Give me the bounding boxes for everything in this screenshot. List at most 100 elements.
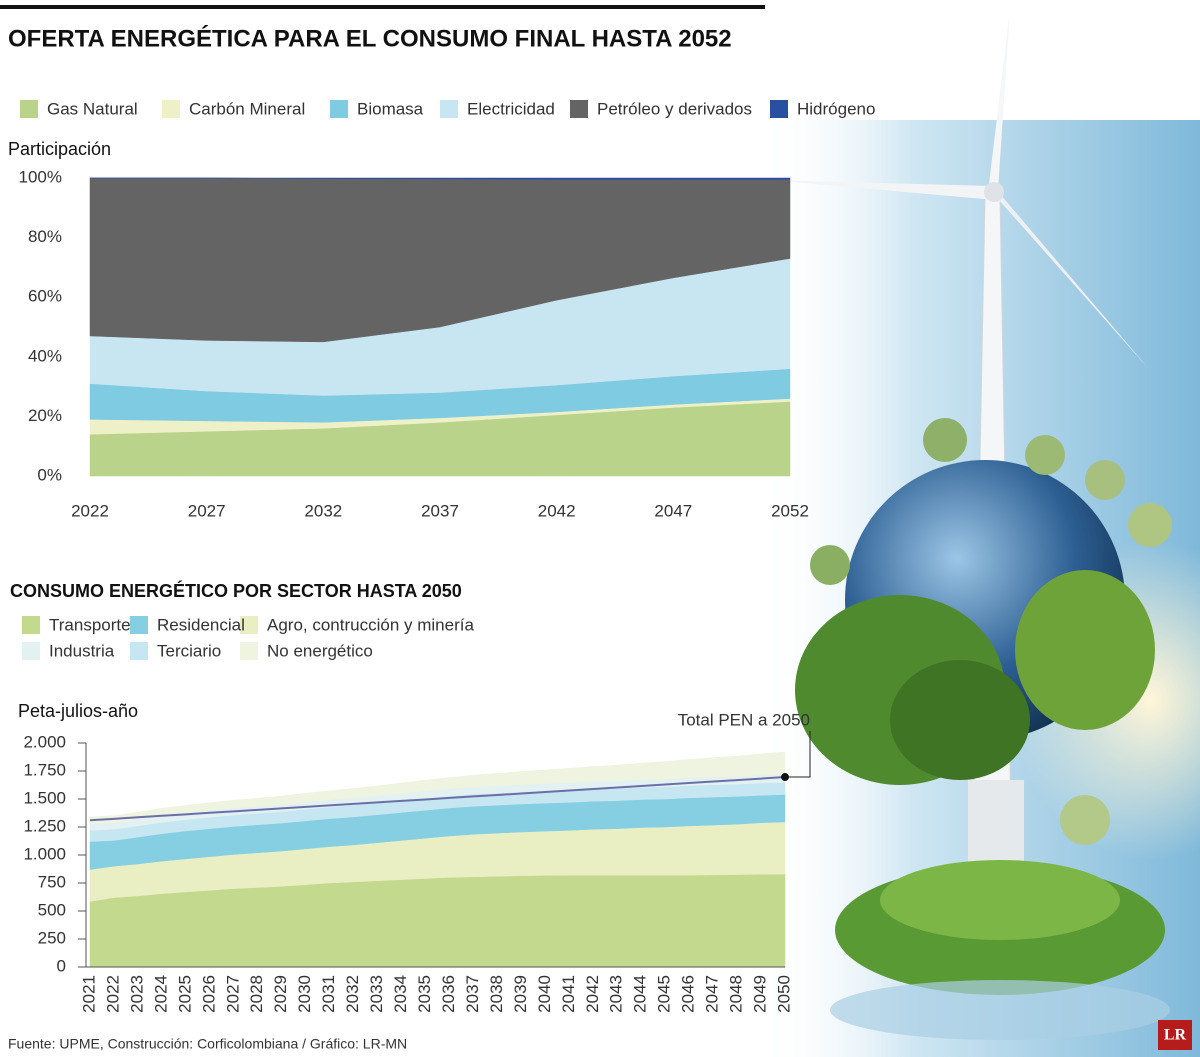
x-tick-label: 2035 [415,975,434,1013]
chart-title: CONSUMO ENERGÉTICO POR SECTOR HASTA 2050 [10,580,462,601]
x-tick-label: 2022 [103,975,122,1013]
x-tick-label: 2050 [774,975,793,1013]
legend-label: Transporte [49,615,131,634]
legend-swatch [22,616,40,634]
y-tick-label: 750 [38,872,66,891]
y-tick-label: 1.500 [23,788,66,807]
tree [1025,435,1065,475]
y-axis-label: Peta-julios-año [18,701,138,721]
turbine-blade [770,180,995,200]
tree [923,418,967,462]
x-tick-label: 2034 [391,975,410,1013]
legend-swatch [570,100,588,118]
legend-swatch [130,616,148,634]
x-tick-label: 2048 [727,975,746,1013]
x-tick-label: 2022 [71,501,109,520]
x-tick-label: 2032 [343,975,362,1013]
x-tick-label: 2046 [679,975,698,1013]
x-tick-label: 2027 [223,975,242,1013]
legend-swatch [162,100,180,118]
x-tick-label: 2026 [199,975,218,1013]
x-tick-label: 2029 [271,975,290,1013]
x-tick-label: 2047 [654,501,692,520]
annotation-leader [785,731,811,778]
x-tick-label: 2041 [559,975,578,1013]
y-tick-label: 40% [28,346,62,365]
turbine-blade [990,190,1148,368]
y-tick-label: 80% [28,227,62,246]
x-tick-label: 2031 [319,975,338,1013]
logo: LR [1164,1027,1187,1044]
legend-label: Gas Natural [47,99,138,118]
legend-label: Carbón Mineral [189,99,305,118]
y-tick-label: 60% [28,287,62,306]
legend-swatch [22,642,40,660]
tree [810,545,850,585]
x-tick-label: 2052 [771,501,809,520]
legend-label: No energético [267,641,373,660]
foliage [1015,570,1155,730]
y-tick-label: 20% [28,406,62,425]
x-tick-label: 2027 [188,501,226,520]
x-tick-label: 2037 [421,501,459,520]
tree [1060,795,1110,845]
x-tick-label: 2043 [607,975,626,1013]
legend-label: Hidrógeno [797,99,875,118]
x-tick-label: 2021 [79,975,98,1013]
legend-swatch [130,642,148,660]
x-tick-label: 2030 [295,975,314,1013]
y-tick-label: 1.750 [23,760,66,779]
y-tick-label: 100% [19,167,62,186]
y-tick-label: 0 [57,956,66,975]
legend-label: Terciario [157,641,221,660]
legend-swatch [330,100,348,118]
x-tick-label: 2049 [751,975,770,1013]
legend-label: Biomasa [357,99,424,118]
area [90,177,791,180]
logo-box [1158,1020,1192,1050]
x-tick-label: 2040 [535,975,554,1013]
x-tick-label: 2039 [511,975,530,1013]
x-tick-label: 2033 [367,975,386,1013]
x-tick-label: 2045 [655,975,674,1013]
top-rule [0,5,765,9]
x-tick-label: 2032 [304,501,342,520]
x-tick-label: 2036 [439,975,458,1013]
legend-swatch [240,616,258,634]
legend-label: Industria [49,641,115,660]
legend-label: Petróleo y derivados [597,99,752,118]
legend-label: Residencial [157,615,245,634]
y-tick-label: 0% [37,465,62,484]
y-tick-label: 500 [38,900,66,919]
legend-swatch [440,100,458,118]
legend-swatch [20,100,38,118]
total-line [89,776,786,822]
x-tick-label: 2047 [703,975,722,1013]
y-axis-label: Participación [8,139,111,159]
y-tick-label: 2.000 [23,732,66,751]
y-tick-label: 1.000 [23,844,66,863]
legend-swatch [770,100,788,118]
tree [1128,503,1172,547]
legend-label: Electricidad [467,99,555,118]
island-top [880,860,1120,940]
x-tick-label: 2025 [175,975,194,1013]
background-illustration [760,10,1200,1057]
x-tick-label: 2038 [487,975,506,1013]
x-tick-label: 2042 [538,501,576,520]
end-point [781,773,789,782]
x-tick-label: 2042 [583,975,602,1013]
y-tick-label: 1.250 [23,816,66,835]
source: Fuente: UPME, Construcción: Corficolombi… [8,1036,407,1052]
chart-title: OFERTA ENERGÉTICA PARA EL CONSUMO FINAL … [8,24,732,52]
legend-label: Agro, contrucción y minería [267,615,474,634]
turbine-blade [988,10,1010,192]
tree [1085,460,1125,500]
x-tick-label: 2044 [631,975,650,1013]
turbine-hub [984,182,1004,202]
water [830,980,1170,1040]
legend-swatch [240,642,258,660]
x-tick-label: 2024 [151,975,170,1013]
x-tick-label: 2037 [463,975,482,1013]
